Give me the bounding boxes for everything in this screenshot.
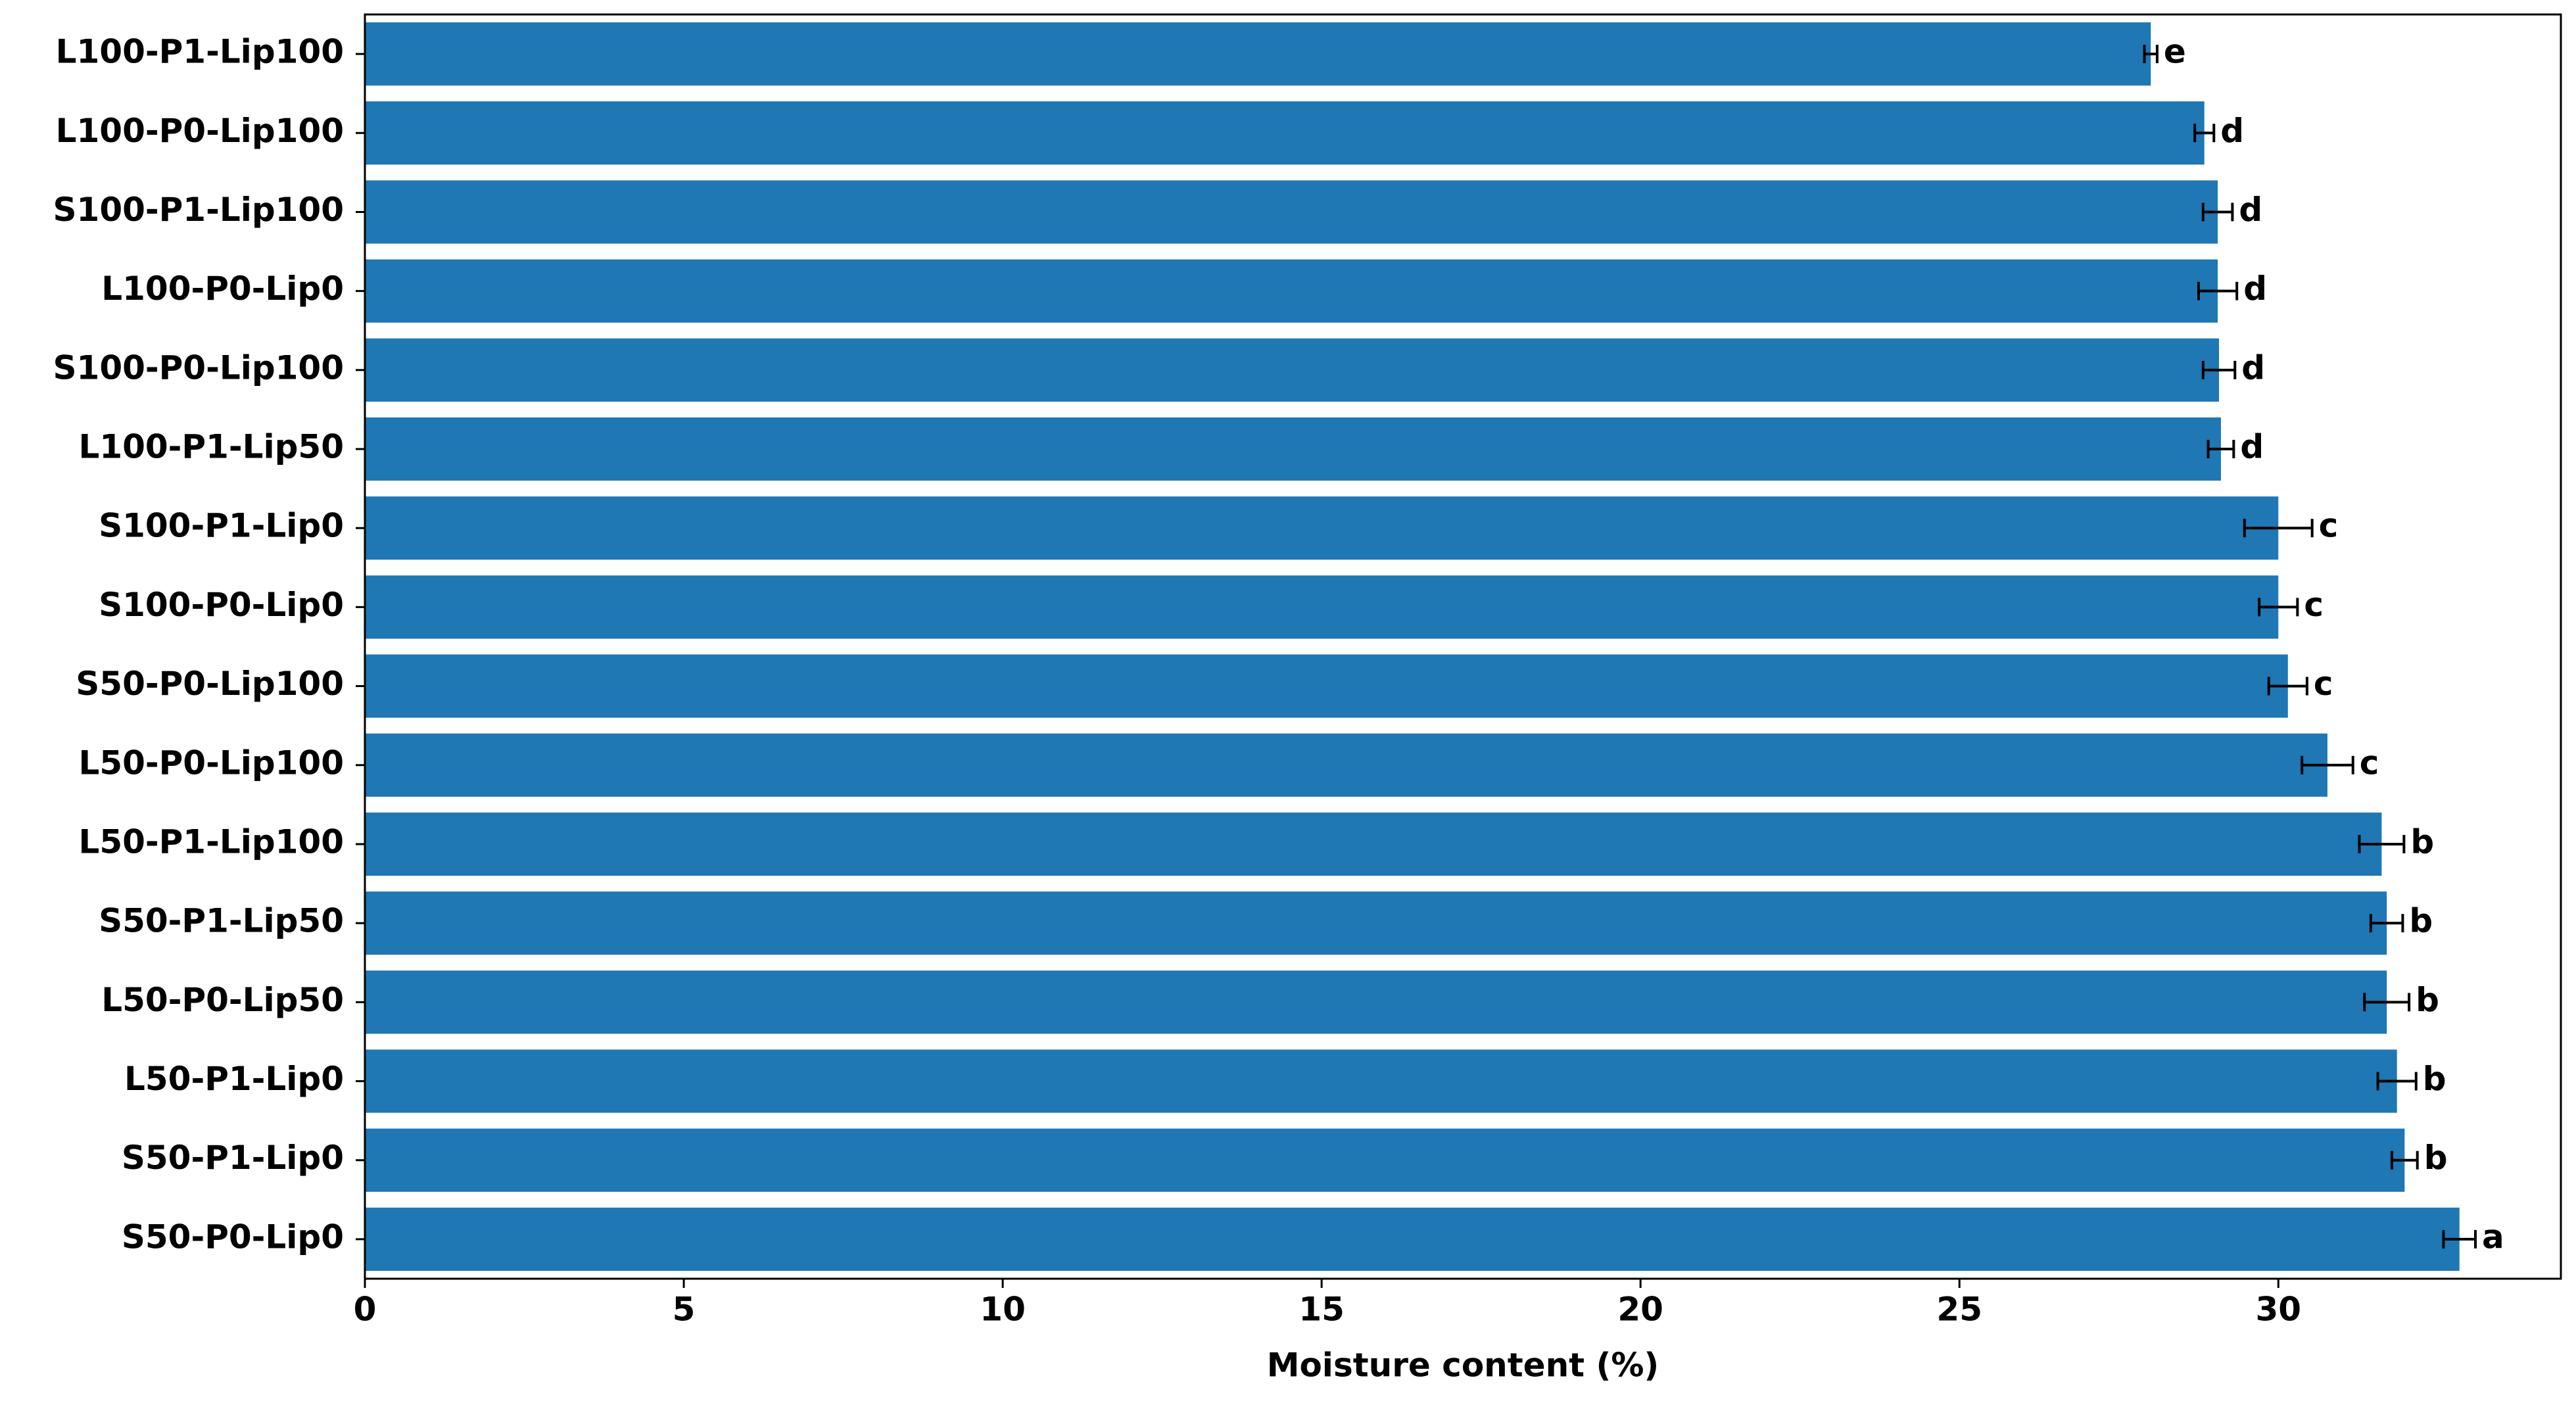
y-tick-label: L100-P1-Lip100	[56, 33, 344, 71]
y-tick-label: S50-P1-Lip50	[99, 902, 344, 940]
y-tick-label: S100-P1-Lip0	[99, 507, 344, 545]
significance-letter: d	[2220, 112, 2244, 150]
x-tick-label: 10	[980, 1291, 1026, 1329]
y-tick-label: L100-P0-Lip0	[101, 270, 344, 308]
y-tick-label: L50-P1-Lip0	[124, 1060, 344, 1098]
bar	[365, 891, 2387, 955]
y-tick-label: S100-P0-Lip0	[99, 586, 344, 624]
significance-letter: b	[2410, 822, 2434, 861]
bar	[365, 812, 2382, 876]
bar	[365, 1207, 2460, 1271]
y-tick-label: S100-P0-Lip100	[53, 348, 344, 387]
bar	[365, 575, 2279, 639]
y-tick-label: L100-P0-Lip100	[56, 112, 344, 150]
plot-frame	[364, 13, 2562, 1280]
x-tick-label: 25	[1936, 1291, 1982, 1329]
x-tick-label: 5	[673, 1291, 696, 1329]
significance-letter: c	[2304, 586, 2324, 624]
significance-letter: d	[2241, 348, 2265, 387]
significance-letter: c	[2360, 744, 2379, 782]
x-tick-label: 15	[1299, 1291, 1345, 1329]
bar	[365, 22, 2151, 86]
y-tick-label: L100-P1-Lip50	[78, 428, 344, 466]
significance-letter: b	[2423, 1060, 2446, 1098]
bar	[365, 970, 2387, 1034]
bar	[365, 1128, 2405, 1192]
x-axis-title: Moisture content (%)	[1267, 1346, 1659, 1385]
significance-letter: b	[2424, 1139, 2448, 1177]
x-tick-label: 30	[2255, 1291, 2301, 1329]
significance-letter: d	[2239, 191, 2262, 229]
significance-letter: c	[2314, 665, 2333, 703]
y-tick-label: S50-P1-Lip0	[122, 1139, 344, 1177]
bar	[365, 496, 2279, 560]
y-tick-label: S50-P0-Lip100	[76, 665, 344, 703]
significance-letter: b	[2416, 981, 2439, 1019]
y-tick-label: S50-P0-Lip0	[122, 1218, 344, 1256]
bar	[365, 417, 2221, 481]
y-tick-label: L50-P0-Lip100	[78, 744, 344, 782]
bar	[365, 338, 2220, 402]
y-tick-label: L50-P1-Lip100	[78, 822, 344, 861]
bar	[365, 654, 2288, 718]
significance-letter: e	[2164, 33, 2186, 71]
significance-letter: a	[2482, 1218, 2504, 1256]
bar	[365, 1049, 2397, 1113]
significance-letter: d	[2240, 428, 2264, 466]
significance-letter: c	[2319, 507, 2339, 545]
y-tick-label: S100-P1-Lip100	[53, 191, 344, 229]
bar	[365, 180, 2218, 244]
y-tick-label: L50-P0-Lip50	[101, 981, 344, 1019]
x-tick-label: 0	[354, 1291, 377, 1329]
bar	[365, 101, 2205, 165]
x-tick-label: 20	[1617, 1291, 1663, 1329]
bar	[365, 259, 2218, 323]
bar	[365, 733, 2327, 797]
significance-letter: b	[2409, 902, 2433, 940]
significance-letter: d	[2243, 270, 2267, 308]
